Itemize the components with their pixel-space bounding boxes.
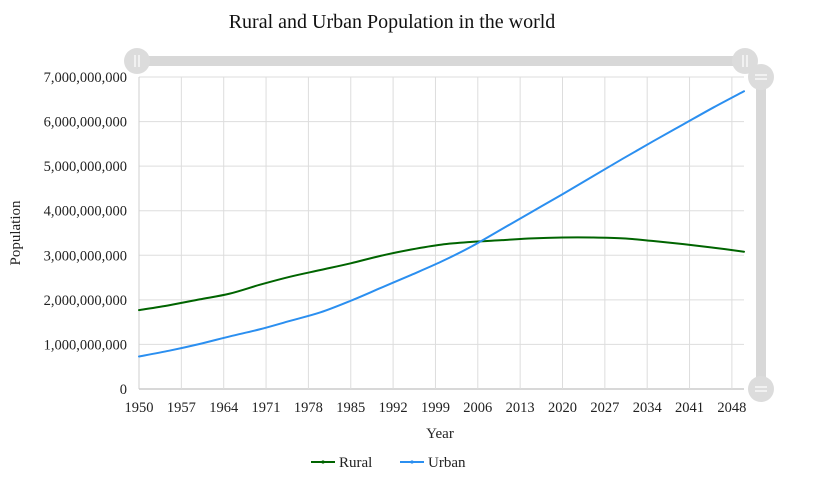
vertical-slider-bottom-handle[interactable]	[748, 376, 774, 402]
y-tick-label: 0	[120, 382, 127, 398]
y-tick-label: 7,000,000,000	[44, 70, 127, 86]
legend: Rural Urban	[311, 455, 466, 471]
x-tick-label: 2041	[675, 400, 704, 416]
grid-lines	[138, 76, 744, 390]
vertical-slider-track[interactable]	[756, 77, 766, 389]
horizontal-range-slider[interactable]	[124, 48, 758, 74]
x-tick-label: 1978	[294, 400, 323, 416]
x-tick-label: 1985	[336, 400, 365, 416]
y-tick-label: 4,000,000,000	[44, 204, 127, 220]
horizontal-slider-track[interactable]	[137, 56, 745, 66]
legend-label-rural: Rural	[339, 455, 372, 471]
legend-marker-urban	[410, 460, 414, 464]
vertical-range-slider[interactable]	[748, 64, 774, 402]
y-tick-label: 5,000,000,000	[44, 159, 127, 175]
rural-series-line	[138, 236, 745, 312]
y-tick-label: 2,000,000,000	[44, 293, 127, 309]
y-tick-label: 1,000,000,000	[44, 337, 127, 353]
y-tick-label: 3,000,000,000	[44, 248, 127, 264]
legend-item-urban[interactable]: Urban	[400, 455, 466, 471]
x-tick-label: 1999	[421, 400, 450, 416]
legend-marker-rural	[321, 460, 325, 464]
y-tick-label: 6,000,000,000	[44, 115, 127, 131]
x-tick-label: 1950	[125, 400, 154, 416]
x-axis-ticks: 1950 1957 1964 1971 1978 1985 1992 1999 2006 2013…	[125, 400, 747, 416]
x-axis-title: Year	[426, 426, 454, 442]
horizontal-slider-right-handle[interactable]	[732, 48, 758, 74]
y-axis-title: Population	[8, 200, 24, 266]
legend-label-urban: Urban	[428, 455, 466, 471]
urban-series-line	[138, 90, 745, 358]
x-tick-label: 2006	[463, 400, 492, 416]
x-tick-label: 1992	[379, 400, 408, 416]
horizontal-slider-left-handle[interactable]	[124, 48, 150, 74]
x-tick-label: 2048	[717, 400, 746, 416]
vertical-slider-top-handle[interactable]	[748, 64, 774, 90]
x-tick-label: 2034	[633, 400, 663, 416]
legend-item-rural[interactable]: Rural	[311, 455, 372, 471]
x-tick-label: 2013	[506, 400, 535, 416]
y-axis-ticks: 0 1,000,000,000 2,000,000,000 3,000,000,000…	[44, 70, 127, 398]
series-lines	[138, 90, 745, 358]
x-tick-label: 2020	[548, 400, 577, 416]
chart-title: Rural and Urban Population in the world	[228, 11, 556, 33]
x-tick-label: 2027	[590, 400, 619, 416]
x-tick-label: 1957	[167, 400, 196, 416]
x-tick-label: 1971	[252, 400, 281, 416]
x-tick-label: 1964	[209, 400, 239, 416]
